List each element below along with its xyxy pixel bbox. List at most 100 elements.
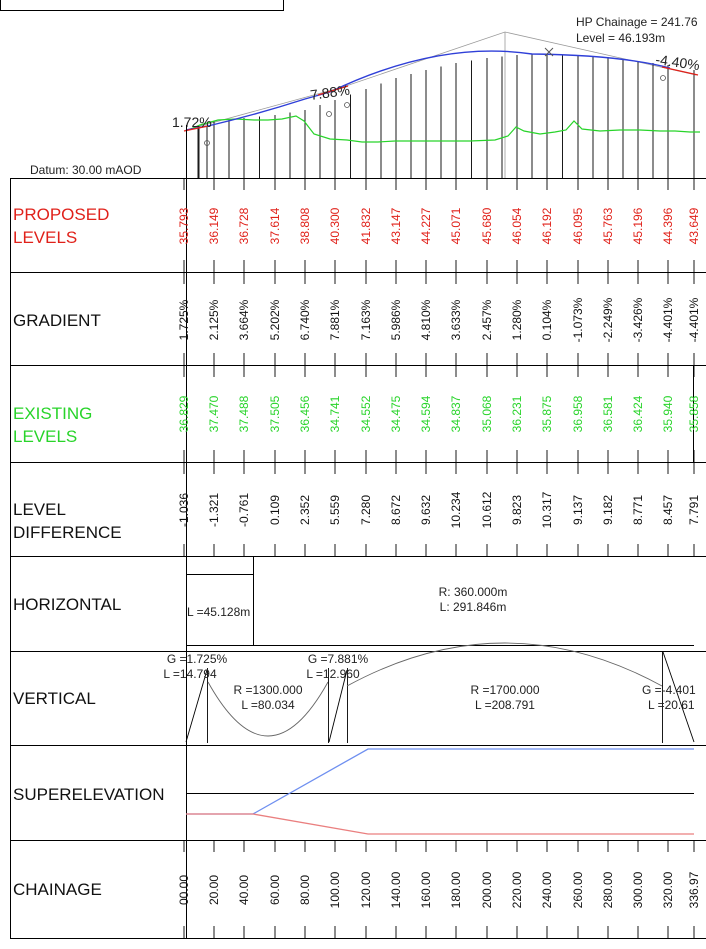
proposed-level-value: 45.763 bbox=[601, 207, 615, 244]
row-title-difference-1: LEVEL bbox=[13, 500, 66, 519]
chainage-value: 40.00 bbox=[237, 875, 251, 905]
level-difference-value: -1.036 bbox=[177, 493, 191, 527]
proposed-level-value: 46.095 bbox=[571, 207, 585, 244]
grade-label-3: -4.40% bbox=[655, 51, 701, 73]
vertical-sag-length: L =80.034 bbox=[241, 698, 295, 712]
proposed-level-value: 36.728 bbox=[237, 207, 251, 244]
vertical-g1-length: L =14.794 bbox=[163, 667, 217, 681]
existing-level-value: 37.488 bbox=[237, 395, 251, 432]
row-title-chainage: CHAINAGE bbox=[13, 880, 102, 899]
proposed-level-value: 43.147 bbox=[389, 207, 403, 244]
level-difference-value: -1.321 bbox=[207, 493, 221, 527]
horizontal-straight-label: L =45.128m bbox=[187, 605, 250, 619]
level-difference-value: 5.559 bbox=[328, 495, 342, 525]
chainage-value: 20.00 bbox=[207, 875, 221, 905]
gradient-value: -4.401% bbox=[687, 297, 701, 342]
proposed-level-value: 43.649 bbox=[687, 207, 701, 244]
chainage-value: 00.00 bbox=[177, 875, 191, 905]
level-difference-value: 0.109 bbox=[268, 495, 282, 525]
level-difference-value: 10.612 bbox=[480, 491, 494, 528]
gradient-value: -2.249% bbox=[601, 297, 615, 342]
gradient-value: 5.202% bbox=[268, 299, 282, 340]
level-difference-value: 2.352 bbox=[298, 495, 312, 525]
grade-label-1: 1.72% bbox=[172, 114, 212, 130]
grade-label-2: 7.88% bbox=[309, 82, 351, 103]
level-difference-value: 9.632 bbox=[419, 495, 433, 525]
level-difference-value: 9.137 bbox=[571, 495, 585, 525]
row-title-superelevation: SUPERELEVATION bbox=[13, 785, 164, 804]
chainage-value: 140.00 bbox=[389, 871, 403, 908]
proposed-level-value: 38.808 bbox=[298, 207, 312, 244]
gradient-value: 7.881% bbox=[328, 299, 342, 340]
row-title-difference-2: DIFFERENCE bbox=[13, 523, 122, 542]
chainage-value: 100.00 bbox=[328, 871, 342, 908]
existing-level-value: 36.231 bbox=[510, 395, 524, 432]
existing-level-value: 37.470 bbox=[207, 395, 221, 432]
hp-chainage-label: HP Chainage = 241.76 bbox=[576, 15, 698, 29]
existing-level-value: 37.505 bbox=[268, 395, 282, 432]
vertical-sag-radius: R =1300.000 bbox=[233, 683, 302, 697]
proposed-level-value: 36.149 bbox=[207, 207, 221, 244]
existing-level-value: 35.875 bbox=[540, 395, 554, 432]
level-difference-value: 7.280 bbox=[359, 495, 373, 525]
gradient-value: 2.125% bbox=[207, 299, 221, 340]
row-title-proposed-1: PROPOSED bbox=[13, 205, 109, 224]
level-difference-value: 7.791 bbox=[687, 495, 701, 525]
gradient-value: -4.401% bbox=[661, 297, 675, 342]
vertex-marker bbox=[661, 76, 666, 81]
level-difference-value: 10.234 bbox=[449, 491, 463, 528]
gradient-value: 3.664% bbox=[237, 299, 251, 340]
level-difference-value: -0.761 bbox=[237, 493, 251, 527]
gradient-value: -1.073% bbox=[571, 297, 585, 342]
existing-level-value: 36.581 bbox=[601, 395, 615, 432]
gradient-value: 6.740% bbox=[298, 299, 312, 340]
profile-ordinates bbox=[198, 54, 694, 178]
existing-level-value: 34.475 bbox=[389, 395, 403, 432]
hp-level-label: Level = 46.193m bbox=[576, 31, 665, 45]
existing-level-value: 35.858 bbox=[687, 395, 701, 432]
superelevation-left-line bbox=[186, 749, 694, 814]
level-difference-value: 9.182 bbox=[601, 495, 615, 525]
chainage-value: 120.00 bbox=[359, 871, 373, 908]
vertical-g3-length: L =20.61 bbox=[648, 698, 695, 712]
level-difference-value: 9.823 bbox=[510, 495, 524, 525]
proposed-level-value: 44.227 bbox=[419, 207, 433, 244]
gradient-value: 3.633% bbox=[449, 299, 463, 340]
existing-level-value: 34.594 bbox=[419, 395, 433, 432]
proposed-level-value: 45.196 bbox=[631, 207, 645, 244]
existing-level-value: 34.837 bbox=[449, 395, 463, 432]
datum-label: Datum: 30.00 mAOD bbox=[30, 163, 142, 177]
gradient-value: 1.280% bbox=[510, 299, 524, 340]
proposed-level-value: 46.054 bbox=[510, 207, 524, 244]
row-title-vertical: VERTICAL bbox=[13, 689, 96, 708]
level-difference-value: 10.317 bbox=[540, 491, 554, 528]
gradient-value: 1.725% bbox=[177, 299, 191, 340]
vertex-marker bbox=[345, 103, 350, 108]
proposed-level-value: 45.071 bbox=[449, 207, 463, 244]
existing-level-value: 34.741 bbox=[328, 395, 342, 432]
proposed-level-value: 40.300 bbox=[328, 207, 342, 244]
vertical-g2-grade: G =7.881% bbox=[308, 652, 369, 666]
vertical-g2-length: L =12.960 bbox=[306, 667, 360, 681]
chainage-value: 180.00 bbox=[449, 871, 463, 908]
chainage-value: 300.00 bbox=[631, 871, 645, 908]
existing-level-value: 36.829 bbox=[177, 395, 191, 432]
vertex-marker bbox=[327, 112, 332, 117]
existing-level-value: 36.424 bbox=[631, 395, 645, 432]
proposed-level-value: 35.793 bbox=[177, 207, 191, 244]
gradient-value: 2.457% bbox=[480, 299, 494, 340]
chainage-value: 160.00 bbox=[419, 871, 433, 908]
proposed-level-value: 45.680 bbox=[480, 207, 494, 244]
superelevation-diagram bbox=[186, 749, 694, 834]
existing-level-value: 36.456 bbox=[298, 395, 312, 432]
chainage-value: 260.00 bbox=[571, 871, 585, 908]
vertical-crest-length: L =208.791 bbox=[475, 698, 535, 712]
chainage-value: 80.00 bbox=[298, 875, 312, 905]
gradient-value: 4.810% bbox=[419, 299, 433, 340]
gradient-value: -3.426% bbox=[631, 297, 645, 342]
gradient-value: 5.986% bbox=[389, 299, 403, 340]
proposed-level-value: 46.192 bbox=[540, 207, 554, 244]
